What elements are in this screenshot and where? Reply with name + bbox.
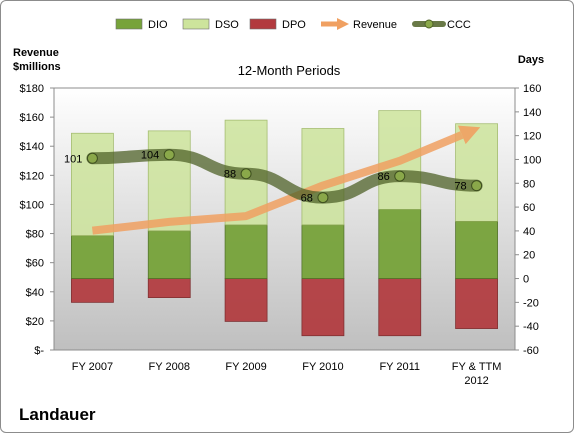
ccc-point <box>471 180 483 192</box>
legend-label: DIO <box>148 19 168 31</box>
right-tick-label: 160 <box>523 83 541 95</box>
right-tick-label: 140 <box>523 107 541 119</box>
ccc-point <box>163 149 175 161</box>
left-axis-label-line: $millions <box>13 61 61 73</box>
category-label-line: FY 2011 <box>379 361 420 373</box>
legend-marker <box>424 19 434 29</box>
category-label: FY 2007 <box>72 361 113 373</box>
bar-dio <box>378 209 422 279</box>
ccc-series: 101 104 88 68 86 78 <box>64 148 483 205</box>
legend-item-ccc: CCC <box>412 19 471 31</box>
category-label-line: 2012 <box>464 375 488 387</box>
category-label-line: FY 2010 <box>302 361 343 373</box>
legend-label: CCC <box>447 19 471 31</box>
ccc-point <box>317 192 329 204</box>
left-tick-label: $140 <box>20 141 44 153</box>
legend: DIO DSO DPO Revenue CCC <box>115 18 471 31</box>
right-tick-label: 40 <box>523 226 535 238</box>
ccc-point <box>240 168 252 180</box>
ccc-point <box>86 152 98 164</box>
bar-dso <box>147 130 191 232</box>
left-axis-label: Revenue $millions <box>13 47 61 73</box>
left-tick-label: $100 <box>20 199 44 211</box>
legend-label: DPO <box>282 19 306 31</box>
bar-group <box>147 130 191 298</box>
right-tick-label: 20 <box>523 250 535 262</box>
legend-item-dio: DIO <box>115 18 168 31</box>
right-tick-label: -60 <box>523 345 539 357</box>
bar-dpo <box>147 278 191 298</box>
category-label: FY & TTM 2012 <box>452 361 502 387</box>
revenue-arrowhead <box>457 125 481 145</box>
legend-item-dpo: DPO <box>249 18 306 31</box>
bar-dio <box>301 224 345 279</box>
left-tick-label: $60 <box>26 258 44 270</box>
right-tick-label: 0 <box>523 274 529 286</box>
ccc-data-label: 101 <box>64 153 82 165</box>
bar-group <box>71 132 114 303</box>
ccc-data-label: 88 <box>224 169 236 181</box>
legend-swatch <box>115 18 143 30</box>
bar-dio <box>71 235 114 279</box>
legend-swatch <box>182 18 210 30</box>
axes: $- $20 $40 $60 $80 $100 $120 $140 $160 $180 -60 -40… <box>20 83 542 387</box>
left-tick-label: $- <box>34 345 44 357</box>
category-label-line: FY 2007 <box>72 361 113 373</box>
plot-area <box>53 87 516 351</box>
legend-label: DSO <box>215 19 239 31</box>
bar-group <box>378 110 422 337</box>
ccc-data-label: 78 <box>454 181 466 193</box>
legend-item-dso: DSO <box>182 18 239 31</box>
category-label: FY 2008 <box>149 361 190 373</box>
bar-group <box>455 123 498 329</box>
bar-dpo <box>455 278 498 329</box>
left-tick-label: $20 <box>26 316 44 328</box>
bar-dso <box>71 132 114 237</box>
bars <box>71 110 498 337</box>
right-tick-label: -40 <box>523 321 539 333</box>
ccc-data-label: 104 <box>141 150 159 162</box>
bar-group <box>301 128 345 337</box>
category-label: FY 2009 <box>225 361 266 373</box>
bar-dpo <box>71 278 114 303</box>
ccc-point <box>394 170 406 182</box>
category-label: FY 2011 <box>379 361 420 373</box>
bar-dpo <box>378 278 422 337</box>
right-tick-label: 100 <box>523 154 541 166</box>
right-tick-label: -20 <box>523 297 539 309</box>
left-tick-label: $120 <box>20 170 44 182</box>
legend-arrowhead <box>337 18 349 30</box>
left-axis-label-line: Revenue <box>13 47 59 59</box>
right-axis-label: Days <box>518 54 544 66</box>
bar-dso <box>455 123 498 222</box>
bar-dio <box>224 224 268 279</box>
category-label-line: FY 2008 <box>149 361 190 373</box>
legend-label: Revenue <box>353 19 397 31</box>
category-label-line: FY & TTM <box>452 361 502 373</box>
chart-title: 12-Month Periods <box>238 63 341 78</box>
revenue-line <box>91 131 464 235</box>
ccc-data-label: 86 <box>378 171 390 183</box>
category-label-line: FY 2009 <box>225 361 266 373</box>
company-name: Landauer <box>19 405 96 424</box>
revenue-series <box>91 125 481 235</box>
bar-dio <box>147 230 191 279</box>
right-tick-label: 120 <box>523 131 541 143</box>
ccc-data-label: 68 <box>301 193 313 205</box>
bar-dpo <box>224 278 268 322</box>
category-label: FY 2010 <box>302 361 343 373</box>
bar-dpo <box>301 278 345 337</box>
bar-dio <box>455 220 498 279</box>
right-tick-label: 80 <box>523 178 535 190</box>
left-tick-label: $80 <box>26 229 44 241</box>
legend-swatch <box>249 18 277 30</box>
left-tick-label: $160 <box>20 112 44 124</box>
left-tick-label: $180 <box>20 83 44 95</box>
legend-item-revenue: Revenue <box>321 18 397 31</box>
right-tick-label: 60 <box>523 202 535 214</box>
left-tick-label: $40 <box>26 287 44 299</box>
